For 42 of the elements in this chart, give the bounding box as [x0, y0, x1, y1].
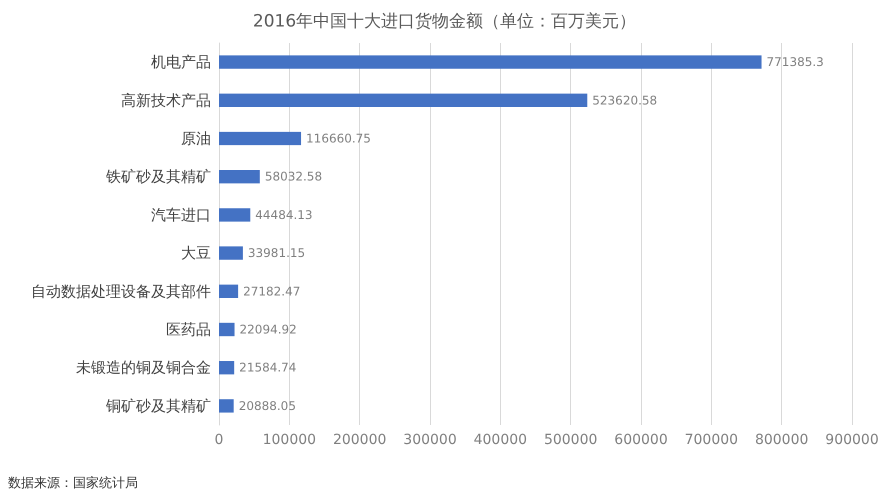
bar [219, 361, 234, 374]
data-label: 33981.15 [248, 246, 306, 260]
x-tick-label: 700000 [684, 432, 738, 448]
bar [219, 246, 243, 260]
bar [219, 399, 234, 413]
data-label: 58032.58 [264, 170, 322, 184]
x-tick-label: 200000 [332, 432, 386, 448]
x-tick-label: 400000 [474, 432, 528, 448]
chart-title: 2016年中国十大进口货物金额（单位：百万美元） [252, 12, 636, 32]
source-note: 数据来源：国家统计局 [8, 475, 138, 491]
x-tick-label: 0 [214, 432, 224, 448]
y-tick-label: 原油 [181, 130, 211, 148]
y-tick-label: 铜矿砂及其精矿 [105, 396, 211, 415]
data-label: 116660.75 [306, 132, 371, 146]
y-tick-label: 医药品 [166, 320, 211, 338]
y-tick-label: 大豆 [181, 244, 211, 262]
data-label: 771385.3 [766, 55, 824, 70]
x-tick-label: 100000 [262, 432, 316, 448]
bar [219, 132, 302, 146]
data-label: 27182.47 [243, 284, 300, 298]
y-tick-label: 自动数据处理设备及其部件 [31, 282, 211, 300]
x-tick-label: 500000 [544, 432, 598, 448]
data-label: 20888.05 [238, 398, 296, 413]
y-tick-label: 汽车进口 [151, 206, 211, 224]
y-tick-label: 未锻造的铜及铜合金 [76, 358, 211, 377]
x-tick-label: 600000 [614, 432, 668, 448]
y-tick-label: 铁矿砂及其精矿 [105, 168, 211, 186]
x-tick-label: 800000 [754, 432, 808, 448]
data-label: 44484.13 [255, 208, 313, 222]
bar [219, 170, 260, 184]
y-tick-label: 机电产品 [151, 53, 211, 72]
x-tick-label: 900000 [825, 432, 879, 448]
y-tick-label: 高新技术产品 [121, 91, 211, 110]
x-tick-label: 300000 [403, 432, 457, 448]
data-label: 21584.74 [239, 360, 296, 375]
bar [219, 284, 238, 298]
data-label: 22094.92 [240, 322, 297, 336]
data-label: 523620.58 [592, 93, 658, 108]
bar [219, 94, 588, 107]
bar [219, 55, 762, 69]
bar [219, 322, 235, 336]
bar [219, 208, 250, 222]
